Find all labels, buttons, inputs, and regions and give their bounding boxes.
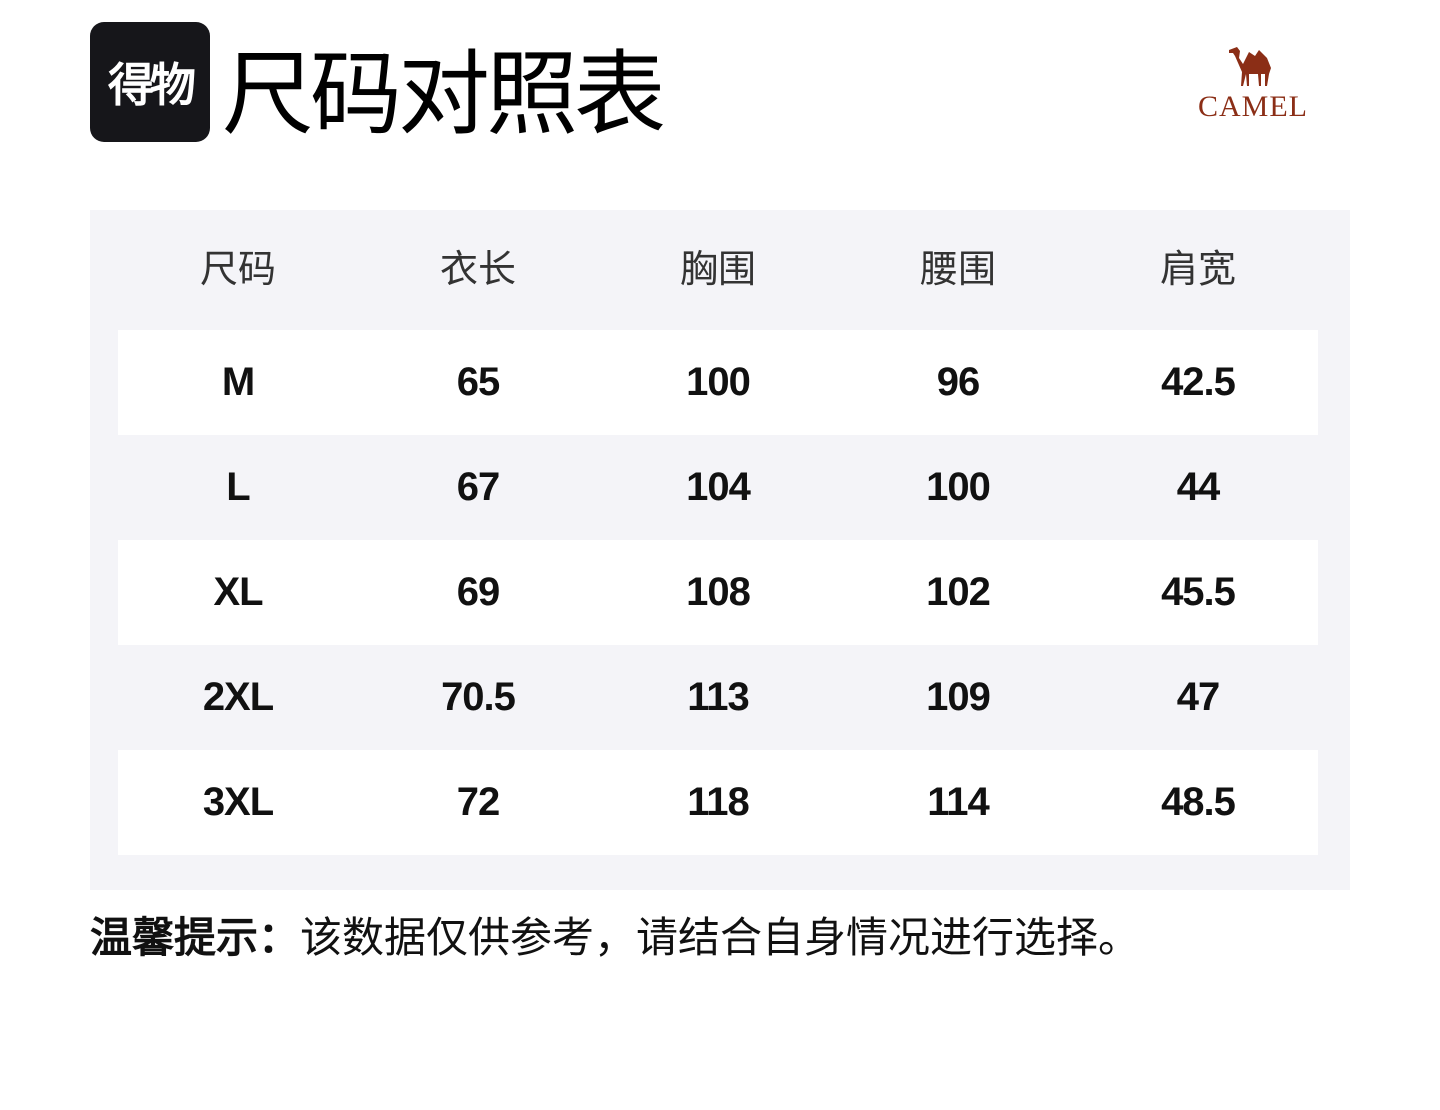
table-cell: 113 bbox=[687, 675, 750, 719]
table-cell: 114 bbox=[927, 780, 990, 824]
logo-text: 得物 bbox=[108, 58, 196, 112]
size-table: 尺码 衣长 胸围 腰围 肩宽 M 65 100 96 42.5 L 67 104 100 44 XL… bbox=[90, 210, 1350, 890]
table-cell: 72 bbox=[456, 780, 501, 824]
page-title: 尺码对照表 bbox=[222, 41, 666, 148]
tip-text: 该数据仅供参考，请结合自身情况进行选择。 bbox=[300, 913, 1141, 962]
table-cell: 118 bbox=[687, 780, 750, 824]
table-cell: XL bbox=[213, 570, 263, 614]
table-cell: 48.5 bbox=[1161, 780, 1236, 824]
dewu-logo: 得物 bbox=[90, 22, 210, 142]
table-cell: 42.5 bbox=[1161, 360, 1236, 404]
table-cell: 96 bbox=[936, 360, 981, 404]
table-cell: 104 bbox=[686, 465, 751, 509]
table-header: 尺码 衣长 胸围 腰围 肩宽 bbox=[118, 210, 1318, 330]
table-cell: 44 bbox=[1176, 465, 1221, 509]
table-cell: 2XL bbox=[202, 675, 274, 719]
table-row: L 67 104 100 44 bbox=[118, 435, 1318, 540]
table-cell: 108 bbox=[686, 570, 751, 614]
table-cell: 47 bbox=[1176, 675, 1221, 719]
camel-logo: CAMEL bbox=[1188, 44, 1318, 122]
table-row: M 65 100 96 42.5 bbox=[118, 330, 1318, 435]
table-row: 3XL 72 118 114 48.5 bbox=[118, 750, 1318, 855]
camel-icon bbox=[1229, 47, 1271, 86]
header-cell: 肩宽 bbox=[1159, 247, 1236, 291]
table-cell: M bbox=[221, 360, 255, 404]
table-cell: 109 bbox=[926, 675, 991, 719]
table-cell: 100 bbox=[686, 360, 751, 404]
table-cell: 45.5 bbox=[1161, 570, 1236, 614]
table-cell: 65 bbox=[456, 360, 501, 404]
table-cell: 67 bbox=[456, 465, 501, 509]
table-cell: 102 bbox=[926, 570, 991, 614]
tip-label: 温馨提示： bbox=[90, 913, 301, 962]
table-row: XL 69 108 102 45.5 bbox=[118, 540, 1318, 645]
table-cell: 100 bbox=[926, 465, 991, 509]
header-cell: 腰围 bbox=[919, 247, 996, 291]
table-row: 2XL 70.5 113 109 47 bbox=[118, 645, 1318, 750]
table-cell: 69 bbox=[456, 570, 501, 614]
header-cell: 胸围 bbox=[679, 247, 756, 291]
camel-logo-text: CAMEL bbox=[1198, 90, 1308, 123]
table-cell: 3XL bbox=[202, 780, 274, 824]
tip: 温馨提示：该数据仅供参考，请结合自身情况进行选择。 bbox=[90, 908, 1140, 968]
header-cell: 衣长 bbox=[439, 247, 516, 291]
table-cell: L bbox=[226, 465, 250, 509]
table-cell: 70.5 bbox=[441, 675, 516, 719]
header-cell: 尺码 bbox=[199, 247, 276, 291]
